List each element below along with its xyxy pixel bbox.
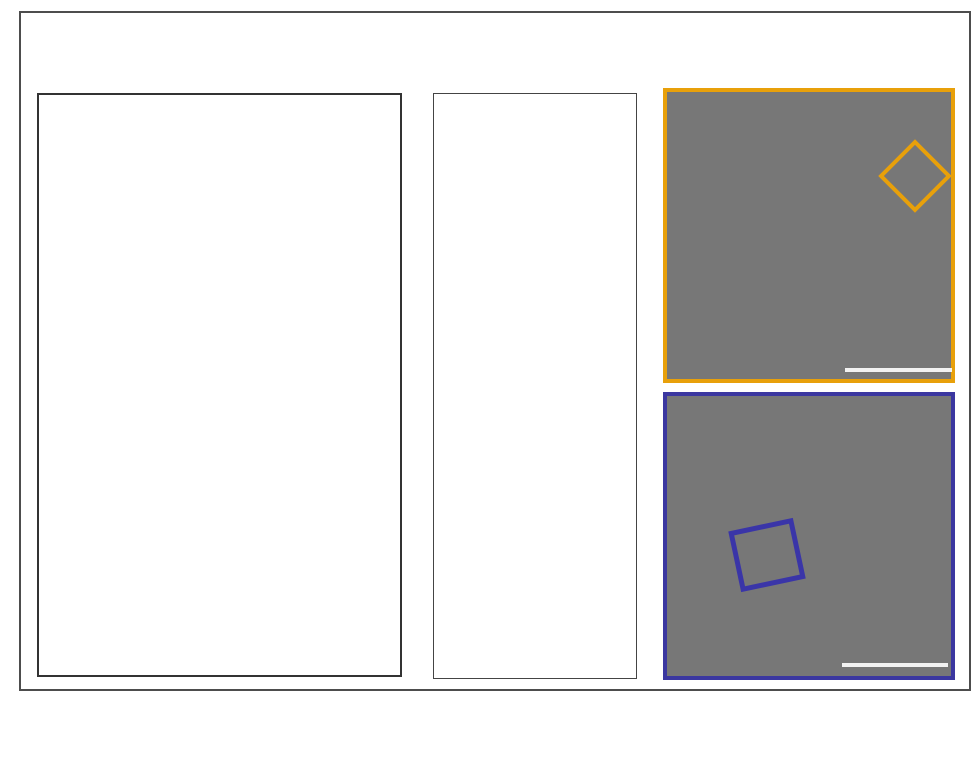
scale-bar-d — [842, 663, 948, 667]
panel-b-interface-drawing — [433, 93, 637, 679]
panel-c-cryoem-image — [663, 88, 955, 383]
figure-border — [19, 11, 971, 691]
interface-drawing — [434, 94, 635, 677]
panel-d-cryoem-image — [663, 392, 955, 680]
panel-a-epidermis-illustration — [37, 93, 402, 677]
epidermis-drawing — [39, 95, 400, 675]
cryoem-micrograph-d — [667, 396, 951, 676]
cryoem-micrograph-c — [667, 92, 951, 379]
scale-bar-c — [845, 368, 952, 372]
